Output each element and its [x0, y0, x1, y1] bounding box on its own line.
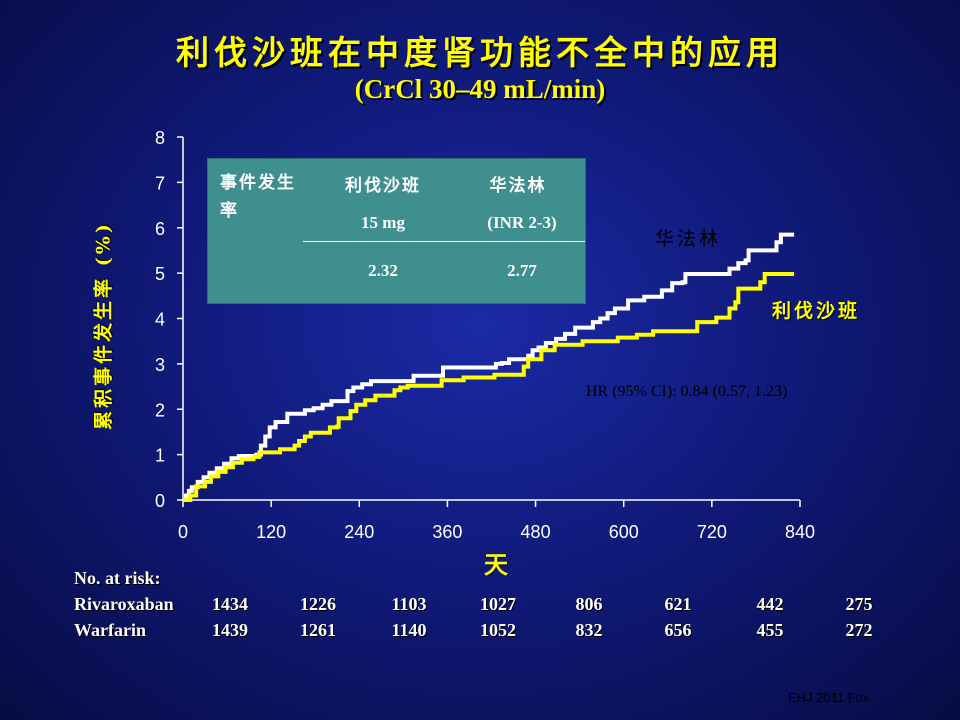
- y-tick-label: 5: [155, 264, 165, 284]
- event-rate-header: 事件发生率: [220, 173, 296, 221]
- warfarin-dose: (INR 2-3): [487, 213, 557, 232]
- risk-cell: 1027: [480, 594, 516, 614]
- source-citation: EHJ 2011 Fox: [788, 690, 870, 705]
- rivaroxaban-dose: 15 mg: [361, 213, 405, 232]
- x-tick-label: 600: [609, 522, 639, 542]
- y-tick-label: 8: [155, 128, 165, 148]
- slide-subtitle: (CrCl 30–49 mL/min): [354, 74, 606, 104]
- risk-cell: 1434: [212, 594, 248, 614]
- risk-cell: 272: [845, 620, 873, 640]
- warfarin-col-name: 华法林: [489, 176, 547, 196]
- warfarin-curve: [183, 232, 795, 502]
- risk-cell: 656: [664, 620, 692, 640]
- risk-cell: 455: [756, 620, 784, 640]
- y-axis-label: 累积事件发生率 (%): [92, 221, 115, 430]
- rivaroxaban-curve: [183, 272, 795, 502]
- y-tick-label: 6: [155, 219, 165, 239]
- risk-cell: 442: [756, 594, 784, 614]
- x-tick-label: 240: [344, 522, 374, 542]
- y-tick-label: 2: [155, 400, 165, 420]
- risk-cell: 621: [664, 594, 692, 614]
- chart-axes: 0 1 2 3 4 5 6 7 8 0 120 240 360 480 600 720 840: [155, 128, 815, 542]
- event-rate-divider: [303, 241, 585, 242]
- hazard-ratio-text: HR (95% CI): 0.84 (0.57, 1.23): [586, 383, 788, 400]
- risk-cell: 1261: [300, 620, 336, 640]
- risk-cell: 1103: [391, 594, 427, 614]
- rivaroxaban-rate: 2.32: [368, 261, 398, 280]
- chart-curves: [183, 232, 795, 502]
- slide-title: 利伐沙班在中度肾功能不全中的应用: [176, 33, 784, 72]
- y-tick-label: 3: [155, 355, 165, 375]
- risk-heading: No. at risk:: [74, 568, 161, 588]
- x-tick-label: 120: [256, 522, 286, 542]
- x-tick-label: 720: [697, 522, 727, 542]
- rivaroxaban-curve-label: 利伐沙班: [772, 300, 861, 322]
- event-rate-table-frame: [207, 158, 586, 304]
- risk-cell: 275: [845, 594, 873, 614]
- risk-cell: 1226: [300, 594, 336, 614]
- x-tick-label: 840: [785, 522, 815, 542]
- y-tick-label: 4: [155, 310, 165, 330]
- event-rate-table: 事件发生率 利伐沙班 华法林 15 mg (INR 2-3) 2.32 2.77: [207, 158, 586, 304]
- warfarin-curve-label: 华法林: [655, 228, 722, 250]
- x-tick-label: 0: [178, 522, 188, 542]
- warfarin-rate: 2.77: [507, 261, 537, 280]
- risk-row-label: Warfarin: [74, 620, 146, 640]
- risk-row-label: Rivaroxaban: [74, 594, 174, 614]
- risk-cell: 832: [575, 620, 603, 640]
- x-tick-label: 480: [521, 522, 551, 542]
- risk-cell: 1052: [480, 620, 516, 640]
- x-tick-label: 360: [432, 522, 462, 542]
- y-tick-label: 7: [155, 173, 165, 193]
- x-axis-label: 天: [484, 550, 508, 579]
- risk-cell: 1140: [391, 620, 427, 640]
- y-tick-label: 0: [155, 491, 165, 511]
- y-tick-label: 1: [155, 446, 165, 466]
- risk-cell: 1439: [212, 620, 248, 640]
- risk-cell: 806: [575, 594, 603, 614]
- rivaroxaban-col-name: 利伐沙班: [345, 176, 421, 196]
